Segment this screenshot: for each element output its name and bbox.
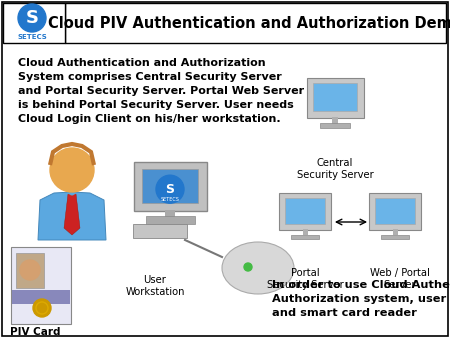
Bar bbox=[145, 216, 194, 224]
FancyBboxPatch shape bbox=[313, 83, 357, 111]
Text: S: S bbox=[26, 9, 39, 27]
Bar bbox=[165, 210, 175, 221]
Polygon shape bbox=[38, 192, 106, 240]
Text: In order to use Cloud Authentication and
Authorization system, user needs PIV ca: In order to use Cloud Authentication and… bbox=[272, 280, 450, 318]
Bar bbox=[291, 235, 319, 239]
Text: Cloud Authentication and Authorization
System comprises Central Security Server
: Cloud Authentication and Authorization S… bbox=[18, 58, 304, 124]
FancyBboxPatch shape bbox=[375, 198, 415, 224]
Circle shape bbox=[244, 263, 252, 271]
Circle shape bbox=[18, 4, 46, 32]
Text: PIV Card: PIV Card bbox=[10, 327, 60, 337]
Text: User
Workstation: User Workstation bbox=[125, 275, 185, 297]
FancyBboxPatch shape bbox=[65, 3, 446, 43]
Text: Central
Security Server: Central Security Server bbox=[297, 158, 374, 180]
Text: SETECS: SETECS bbox=[17, 34, 47, 40]
Bar bbox=[381, 235, 409, 239]
FancyBboxPatch shape bbox=[142, 169, 198, 202]
Text: Cloud PIV Authentication and Authorization Demo: Cloud PIV Authentication and Authorizati… bbox=[48, 17, 450, 31]
Text: SETECS: SETECS bbox=[161, 197, 180, 202]
FancyBboxPatch shape bbox=[306, 78, 364, 118]
FancyBboxPatch shape bbox=[133, 224, 187, 238]
Circle shape bbox=[156, 175, 184, 203]
Bar bbox=[320, 123, 351, 128]
Text: S: S bbox=[166, 183, 175, 196]
Circle shape bbox=[33, 299, 51, 317]
FancyBboxPatch shape bbox=[2, 2, 448, 336]
FancyBboxPatch shape bbox=[279, 193, 331, 230]
Circle shape bbox=[20, 260, 40, 280]
Polygon shape bbox=[64, 194, 80, 235]
Text: Portal
Security Server: Portal Security Server bbox=[266, 268, 343, 290]
Ellipse shape bbox=[222, 242, 294, 294]
Bar bbox=[392, 229, 397, 235]
FancyBboxPatch shape bbox=[285, 198, 325, 224]
Polygon shape bbox=[72, 194, 76, 215]
Polygon shape bbox=[68, 194, 72, 215]
FancyBboxPatch shape bbox=[369, 193, 421, 230]
FancyBboxPatch shape bbox=[11, 247, 71, 324]
Bar bbox=[12, 290, 70, 304]
FancyBboxPatch shape bbox=[16, 253, 44, 288]
Circle shape bbox=[50, 148, 94, 192]
Text: Web / Portal
Server: Web / Portal Server bbox=[370, 268, 430, 290]
FancyBboxPatch shape bbox=[134, 162, 207, 211]
FancyBboxPatch shape bbox=[3, 3, 65, 43]
Bar bbox=[332, 117, 338, 124]
Bar bbox=[302, 229, 307, 235]
